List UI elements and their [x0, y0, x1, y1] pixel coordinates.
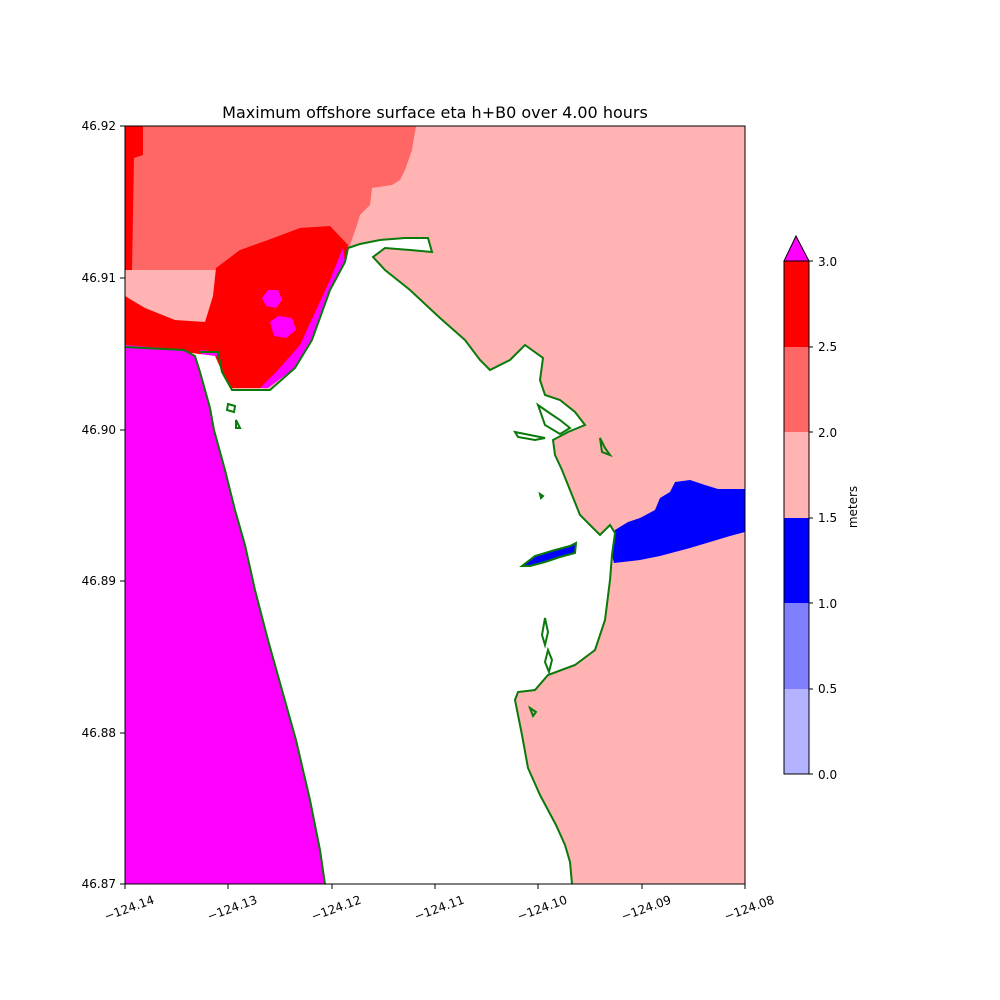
x-tick-label: −124.10	[515, 893, 569, 924]
colorbar-tick-label: 2.5	[818, 340, 837, 354]
colorbar-segment-2.0-2.5	[784, 347, 809, 432]
x-tick-label: −124.13	[205, 893, 259, 924]
colorbar-tick-label: 1.0	[818, 597, 837, 611]
figure-title: Maximum offshore surface eta h+B0 over 4…	[222, 103, 648, 122]
colorbar-tick-label: 2.0	[818, 426, 837, 440]
y-tick-label: 46.87	[82, 877, 116, 891]
x-tick-label: −124.14	[102, 893, 156, 924]
y-tick-label: 46.90	[82, 423, 116, 437]
colorbar-tick-label: 0.0	[818, 768, 837, 782]
x-tick-label: −124.11	[412, 893, 466, 924]
colorbar-segment-2.5-3.0	[784, 261, 809, 347]
zone-over-3-coast	[125, 345, 325, 884]
x-axis: −124.14 −124.13 −124.12 −124.11 −124.10 …	[102, 884, 776, 924]
zone-over-3-bubble	[262, 290, 282, 308]
zone-2.0-2.5	[125, 126, 416, 270]
colorbar-segment-1.0-1.5	[784, 518, 809, 603]
zone-1.0-1.5	[612, 480, 745, 563]
x-tick-label: −124.12	[309, 893, 363, 924]
colorbar-tick-label: 0.5	[818, 682, 837, 696]
colorbar-segment-0.0-0.5	[784, 689, 809, 774]
x-tick-label: −124.09	[619, 893, 673, 924]
colorbar-segment-0.5-1.0	[784, 603, 809, 689]
y-tick-label: 46.88	[82, 726, 116, 740]
y-tick-label: 46.92	[82, 119, 116, 133]
map-plot-area	[125, 126, 745, 884]
y-tick-label: 46.91	[82, 271, 116, 285]
y-axis: 46.92 46.91 46.90 46.89 46.88 46.87	[82, 119, 125, 891]
zone-2.5-3.0-main	[125, 226, 348, 388]
colorbar: 3.0 2.5 2.0 1.5 1.0 0.5 0.0 meters	[783, 234, 860, 782]
shoreline-contours	[125, 237, 617, 884]
zone-over-3-bubble	[270, 316, 296, 338]
colorbar-tick-label: 1.5	[818, 511, 837, 525]
colorbar-label: meters	[846, 486, 860, 528]
x-tick-label: −124.08	[722, 893, 776, 924]
y-tick-label: 46.89	[82, 574, 116, 588]
colorbar-tick-label: 3.0	[818, 255, 837, 269]
colorbar-extend-arrow	[783, 234, 810, 262]
zone-2.5-3.0	[125, 126, 143, 270]
colorbar-segment-1.5-2.0	[784, 432, 809, 518]
